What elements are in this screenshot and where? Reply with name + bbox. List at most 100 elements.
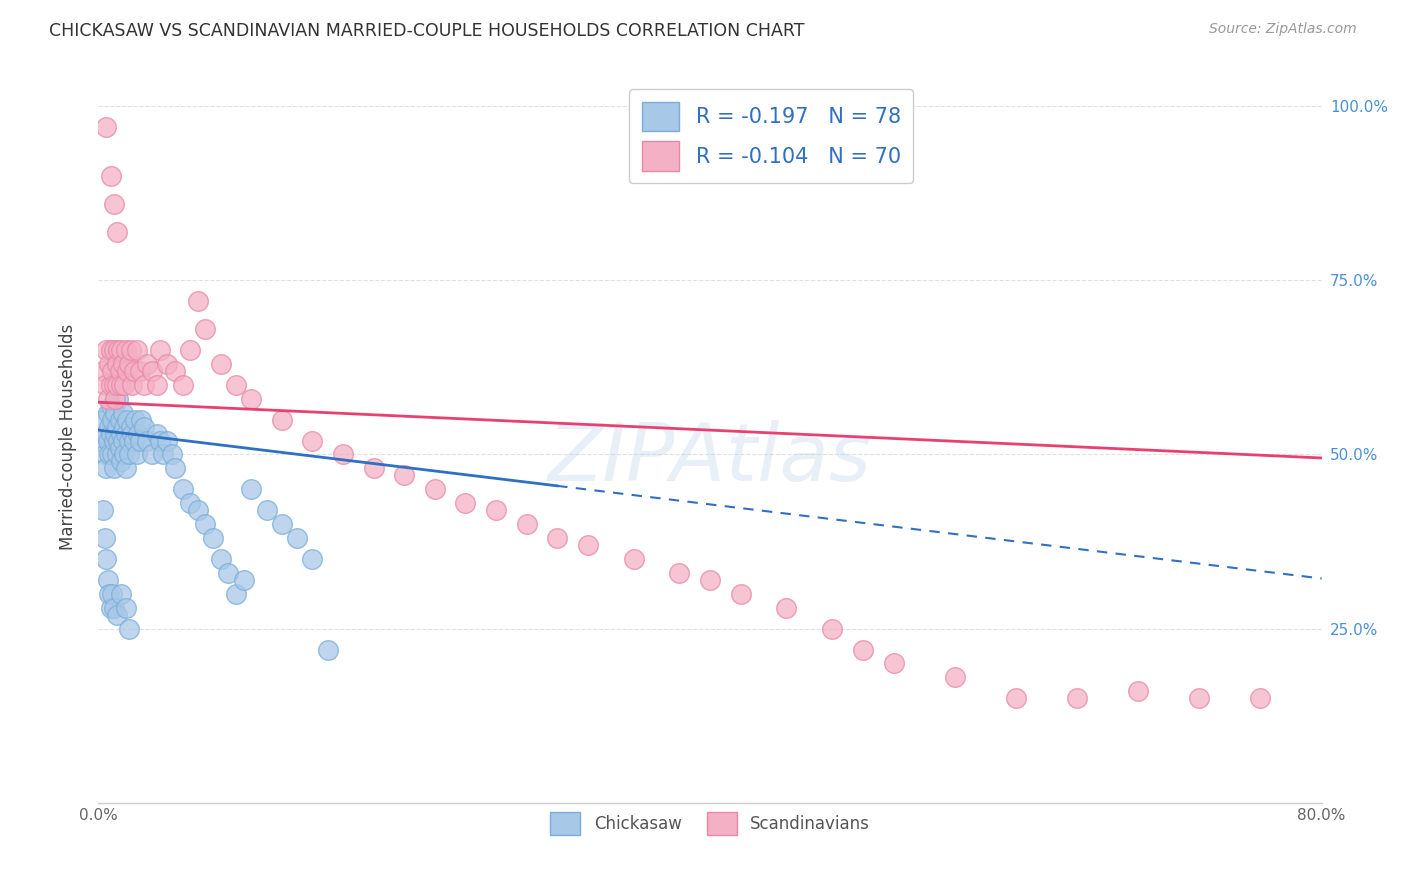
Point xyxy=(98,357,121,371)
Point xyxy=(122,434,145,448)
Point xyxy=(129,412,152,426)
Point xyxy=(105,357,128,371)
Point xyxy=(118,357,141,371)
Point xyxy=(100,343,122,357)
Point xyxy=(149,434,172,448)
Point xyxy=(93,531,115,545)
Point xyxy=(852,642,875,657)
Point xyxy=(104,406,127,420)
Point xyxy=(94,461,117,475)
Point xyxy=(110,426,132,441)
Point xyxy=(91,503,114,517)
Point xyxy=(105,225,128,239)
Point xyxy=(270,412,292,426)
Point xyxy=(145,377,167,392)
Point xyxy=(1004,691,1026,706)
Point xyxy=(943,670,966,684)
Y-axis label: Married-couple Households: Married-couple Households xyxy=(59,324,77,550)
Point xyxy=(285,531,308,545)
Point xyxy=(115,343,138,357)
Point xyxy=(232,573,254,587)
Point xyxy=(108,364,131,378)
Point xyxy=(108,441,131,455)
Point xyxy=(104,426,127,441)
Point xyxy=(821,622,844,636)
Text: CHICKASAW VS SCANDINAVIAN MARRIED-COUPLE HOUSEHOLDS CORRELATION CHART: CHICKASAW VS SCANDINAVIAN MARRIED-COUPLE… xyxy=(49,22,804,40)
Point xyxy=(107,343,129,357)
Point xyxy=(668,566,690,580)
Point xyxy=(103,461,125,475)
Point xyxy=(110,587,132,601)
Point xyxy=(363,461,385,475)
Point xyxy=(136,357,159,371)
Point xyxy=(217,566,239,580)
Point xyxy=(93,448,115,462)
Point xyxy=(125,343,148,357)
Point xyxy=(423,483,446,497)
Point xyxy=(270,517,292,532)
Point xyxy=(117,364,139,378)
Point xyxy=(1249,691,1271,706)
Point xyxy=(209,552,232,566)
Point xyxy=(98,419,121,434)
Point xyxy=(301,434,323,448)
Point xyxy=(97,434,120,448)
Point xyxy=(136,434,159,448)
Point xyxy=(120,419,142,434)
Point xyxy=(699,573,721,587)
Point xyxy=(105,377,128,392)
Point xyxy=(172,483,194,497)
Point xyxy=(187,294,209,309)
Point xyxy=(97,392,120,406)
Point xyxy=(883,657,905,671)
Point xyxy=(100,377,122,392)
Point xyxy=(104,392,127,406)
Point xyxy=(94,426,117,441)
Point xyxy=(100,399,122,413)
Point xyxy=(107,434,129,448)
Point xyxy=(1128,684,1150,698)
Point xyxy=(202,531,225,545)
Point xyxy=(128,364,150,378)
Point xyxy=(187,503,209,517)
Point xyxy=(121,377,143,392)
Point xyxy=(103,377,125,392)
Point xyxy=(94,552,117,566)
Point xyxy=(240,392,263,406)
Point xyxy=(107,392,129,406)
Point xyxy=(91,364,114,378)
Point xyxy=(141,448,163,462)
Point xyxy=(179,343,201,357)
Point xyxy=(134,377,156,392)
Text: ZIPAtlas: ZIPAtlas xyxy=(548,420,872,498)
Point xyxy=(110,454,132,468)
Point xyxy=(100,426,122,441)
Point xyxy=(115,426,138,441)
Point xyxy=(194,517,217,532)
Point xyxy=(98,448,121,462)
Point xyxy=(194,322,217,336)
Point xyxy=(576,538,599,552)
Point xyxy=(546,531,568,545)
Point xyxy=(117,412,139,426)
Point xyxy=(516,517,538,532)
Point xyxy=(125,448,148,462)
Point xyxy=(156,357,179,371)
Point xyxy=(623,552,645,566)
Point xyxy=(110,343,132,357)
Point xyxy=(108,412,131,426)
Point xyxy=(103,343,125,357)
Point xyxy=(97,406,120,420)
Point xyxy=(105,419,128,434)
Point xyxy=(118,622,141,636)
Point xyxy=(118,434,141,448)
Point xyxy=(111,357,134,371)
Point xyxy=(1188,691,1211,706)
Point xyxy=(115,600,138,615)
Point xyxy=(225,377,247,392)
Point xyxy=(256,503,278,517)
Point xyxy=(100,169,122,183)
Point xyxy=(97,573,120,587)
Point xyxy=(122,364,145,378)
Point xyxy=(105,448,128,462)
